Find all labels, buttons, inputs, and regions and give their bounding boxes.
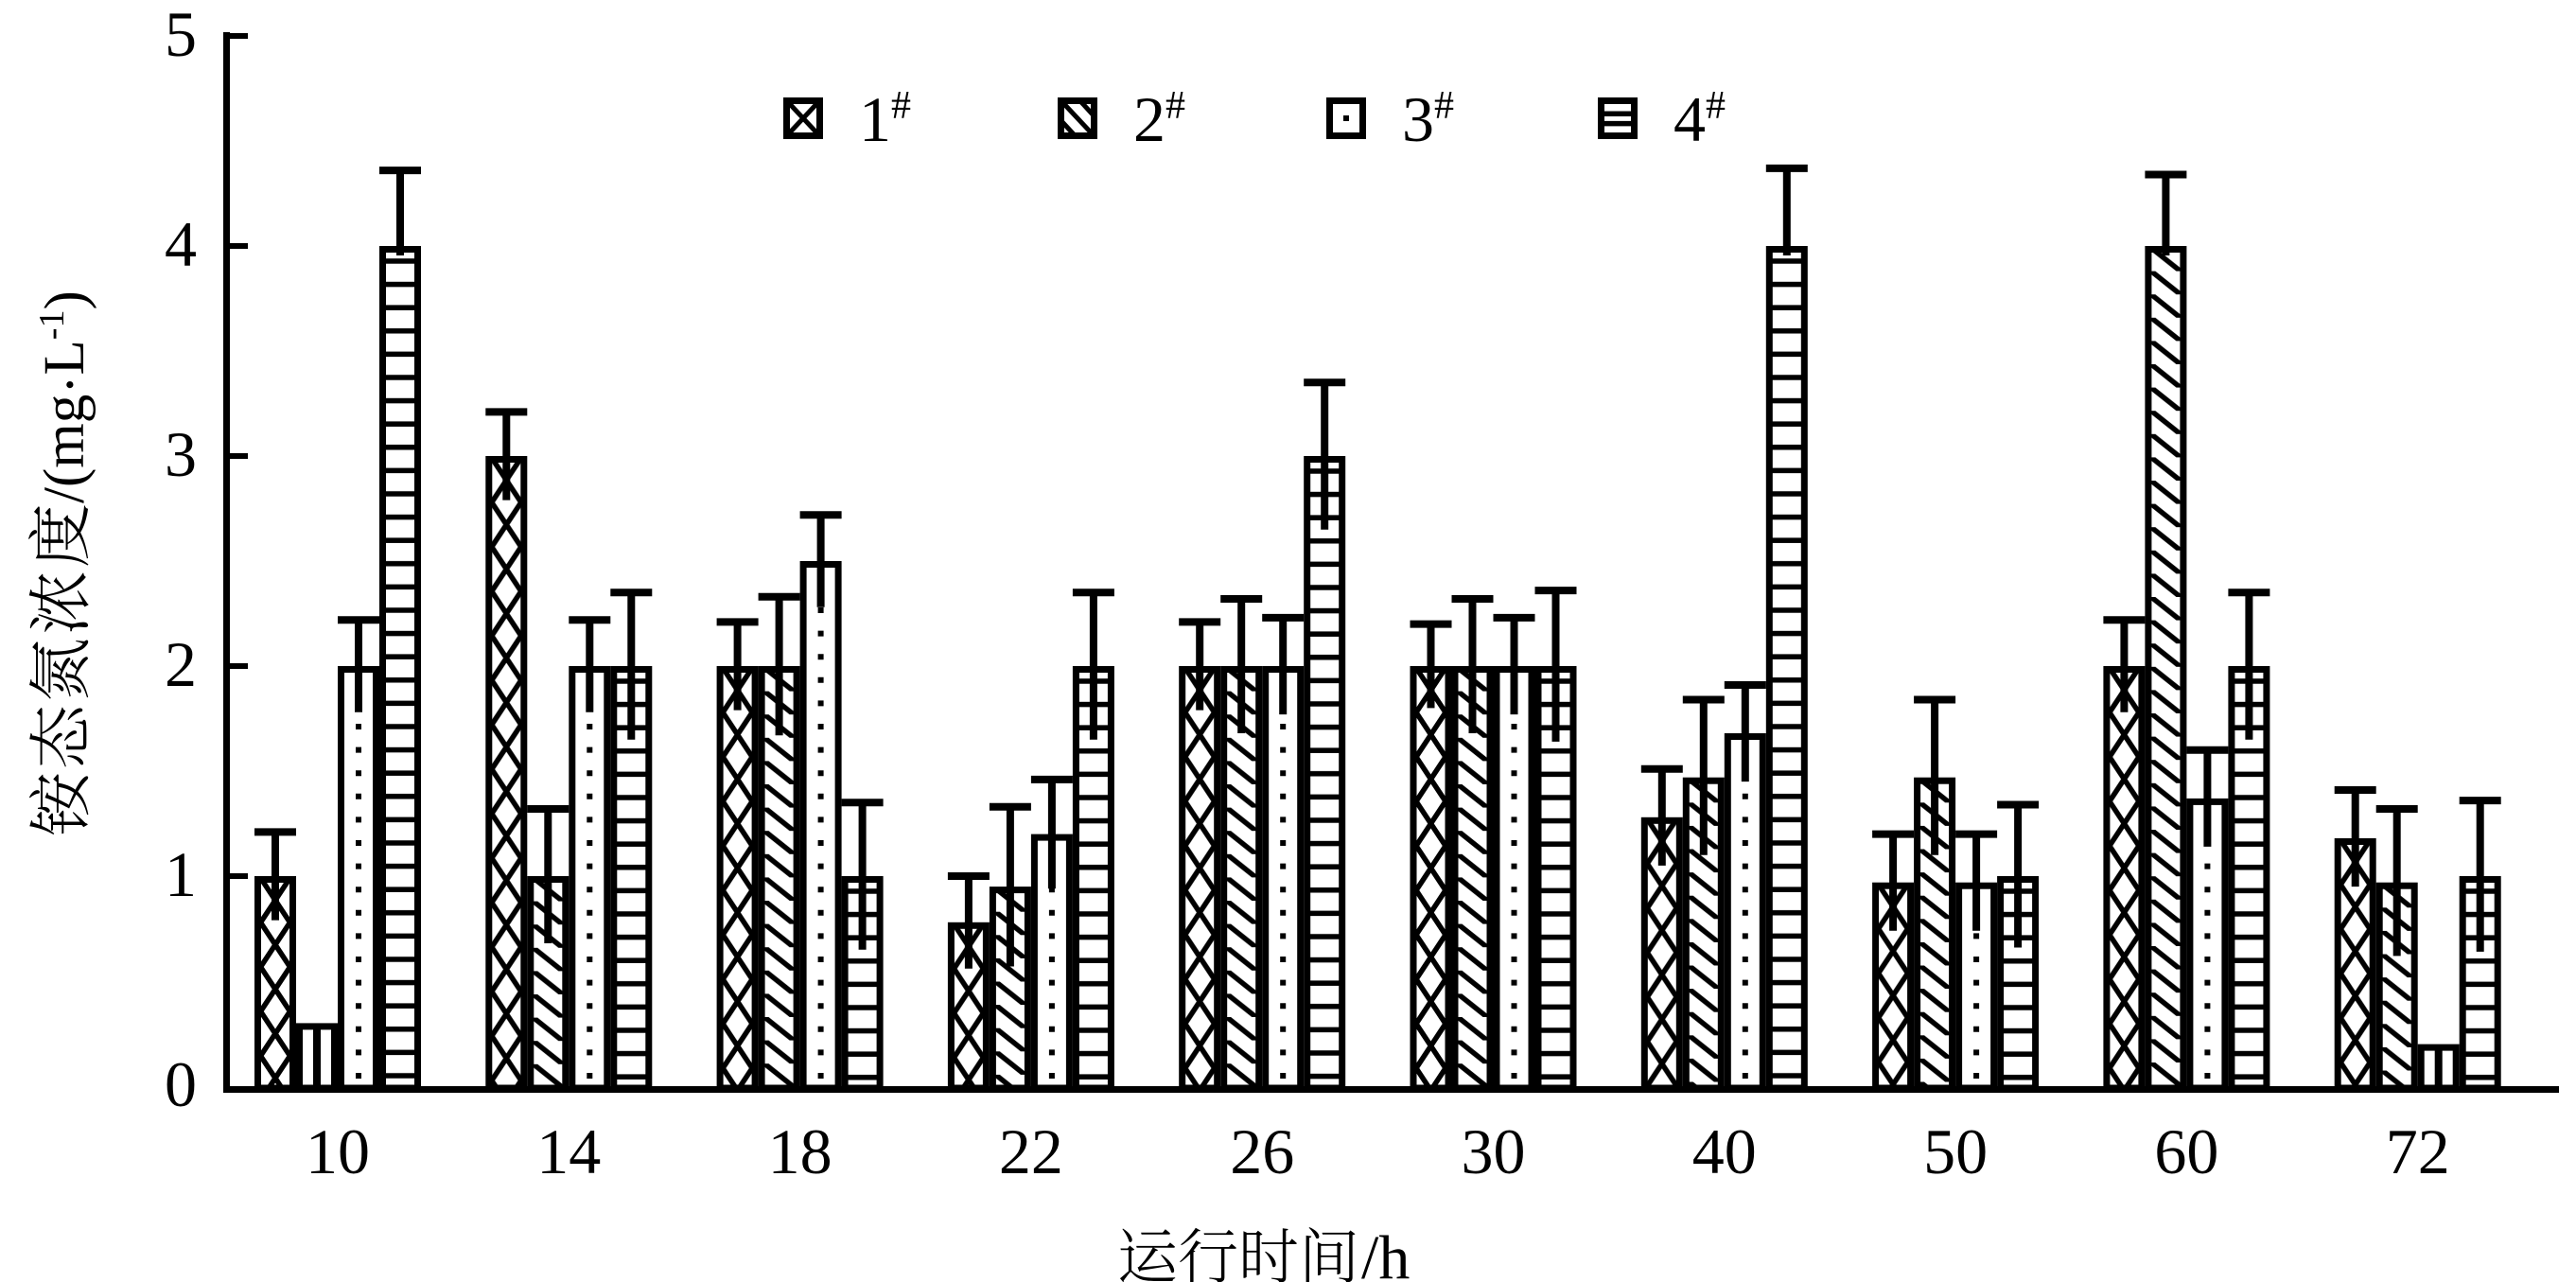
svg-text:4: 4 [165,208,197,280]
svg-text:3: 3 [165,418,197,490]
svg-text:0: 0 [165,1048,197,1120]
svg-text:30: 30 [1462,1115,1526,1187]
svg-text:72: 72 [2386,1115,2450,1187]
svg-text:5: 5 [165,0,197,70]
svg-text:60: 60 [2154,1115,2218,1187]
svg-text:22: 22 [999,1115,1063,1187]
svg-text:2: 2 [165,628,197,700]
svg-text:1: 1 [165,838,197,910]
svg-text:14: 14 [536,1115,601,1187]
svg-text:/h: /h [1361,1223,1410,1282]
svg-text:40: 40 [1692,1115,1757,1187]
svg-text:4#: 4# [1674,83,1726,155]
svg-text:50: 50 [1923,1115,1988,1187]
svg-text:18: 18 [768,1115,832,1187]
svg-text:26: 26 [1230,1115,1294,1187]
svg-text:10: 10 [306,1115,370,1187]
